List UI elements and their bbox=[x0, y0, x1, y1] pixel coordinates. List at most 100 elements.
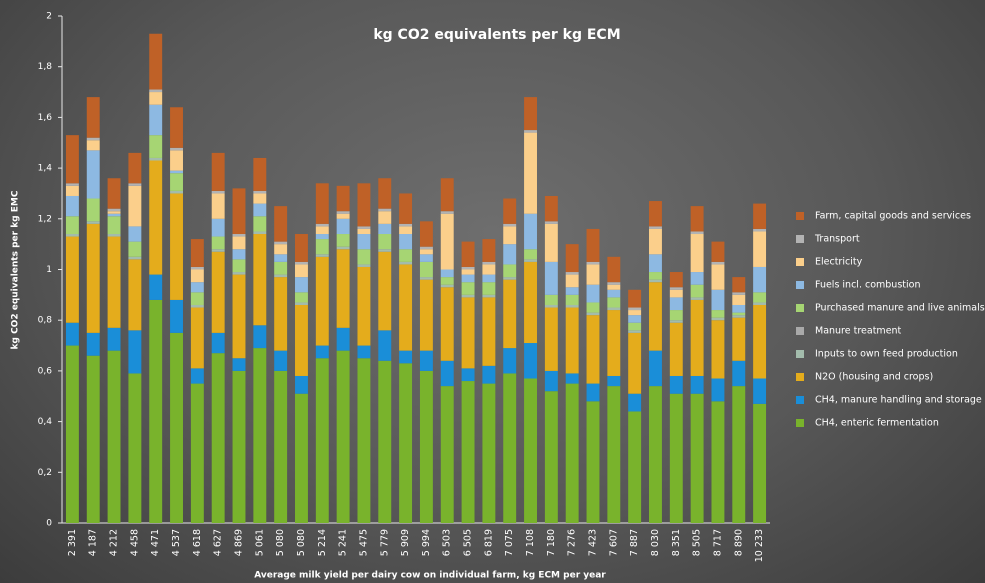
bar-segment bbox=[170, 173, 183, 191]
bar-segment bbox=[190, 368, 204, 384]
bar-segment bbox=[503, 279, 517, 349]
bar-segment bbox=[357, 249, 371, 265]
bar-segment bbox=[649, 254, 662, 273]
bar-segment bbox=[607, 284, 621, 290]
bar-segment bbox=[419, 221, 433, 247]
bar-segment bbox=[711, 401, 725, 523]
bar-segment bbox=[149, 274, 163, 300]
bar-segment bbox=[295, 375, 308, 394]
bar-segment bbox=[253, 193, 267, 204]
x-tick-label: 5 214 bbox=[317, 529, 328, 556]
x-tick-label: 4 471 bbox=[150, 529, 161, 556]
bar-segment bbox=[690, 206, 704, 232]
y-tick-label: 1,4 bbox=[38, 164, 53, 174]
bar-segment bbox=[753, 203, 767, 229]
bar-segment bbox=[232, 274, 246, 359]
bar-segment bbox=[586, 302, 600, 313]
legend-swatch bbox=[796, 327, 804, 335]
bar-segment bbox=[274, 206, 288, 242]
bar-segment bbox=[65, 183, 79, 186]
bar-segment bbox=[107, 350, 121, 523]
bar-segment bbox=[461, 381, 475, 523]
legend-label: CH4, manure handling and storage bbox=[815, 395, 982, 406]
bar-segment bbox=[649, 350, 662, 387]
bar-segment bbox=[357, 234, 371, 250]
bar-segment bbox=[86, 332, 100, 356]
legend-label: Purchased manure and live animals bbox=[815, 303, 985, 314]
bar-segment bbox=[440, 178, 454, 212]
bar-segment bbox=[524, 343, 537, 379]
bar-segment bbox=[524, 213, 537, 250]
x-tick-label: 5 061 bbox=[254, 529, 265, 556]
bar-segment bbox=[315, 226, 329, 235]
bar-segment bbox=[357, 226, 371, 229]
bar-segment bbox=[461, 297, 475, 369]
bar-segment bbox=[732, 386, 746, 523]
bar-segment bbox=[461, 294, 475, 298]
bar-segment bbox=[440, 213, 454, 270]
bar-segment bbox=[86, 198, 100, 222]
bar-segment bbox=[482, 239, 496, 262]
y-tick-label: 0,4 bbox=[38, 417, 53, 427]
chart-title: kg CO2 equivalents per kg ECM bbox=[373, 27, 620, 43]
bar-segment bbox=[170, 332, 183, 523]
bar-segment bbox=[586, 284, 600, 303]
bar-segment bbox=[128, 226, 142, 242]
bar-segment bbox=[274, 254, 288, 262]
bar-segment bbox=[669, 320, 683, 323]
bar-segment bbox=[586, 315, 600, 384]
bar-segment bbox=[753, 228, 767, 232]
bar-segment bbox=[357, 266, 371, 346]
bar-segment bbox=[211, 236, 225, 250]
bar-segment bbox=[86, 97, 100, 138]
y-axis-label: kg CO2 equivalents per kg EMC bbox=[11, 190, 21, 349]
bar-segment bbox=[190, 269, 204, 283]
bar-segment bbox=[149, 104, 163, 136]
bar-segment bbox=[128, 185, 142, 227]
x-tick-label: 8 890 bbox=[733, 529, 744, 556]
x-tick-label: 7 108 bbox=[525, 529, 536, 556]
bar-segment bbox=[440, 360, 454, 387]
y-tick-label: 1 bbox=[46, 265, 52, 275]
bar-segment bbox=[753, 403, 767, 523]
x-tick-label: 8 505 bbox=[692, 529, 703, 556]
bar-segment bbox=[149, 89, 163, 93]
bar-segment bbox=[399, 249, 413, 262]
bar-segment bbox=[357, 358, 371, 523]
bar-segment bbox=[565, 272, 579, 275]
bar-segment bbox=[211, 332, 225, 354]
bar-segment bbox=[253, 325, 267, 349]
y-tick-label: 1,2 bbox=[38, 214, 52, 224]
legend-label: Farm, capital goods and services bbox=[815, 211, 971, 222]
bar-segment bbox=[128, 256, 142, 260]
bar-segment bbox=[544, 261, 558, 295]
bar-segment bbox=[524, 130, 537, 133]
bar-segment bbox=[753, 302, 767, 305]
bar-segment bbox=[253, 231, 267, 235]
bar-segment bbox=[65, 216, 79, 235]
bar-segment bbox=[315, 234, 329, 240]
x-tick-label: 2 391 bbox=[67, 529, 78, 556]
bar-segment bbox=[274, 274, 288, 278]
legend-swatch bbox=[796, 419, 804, 427]
x-tick-label: 4 869 bbox=[234, 529, 245, 556]
bar-segment bbox=[65, 185, 79, 196]
bar-segment bbox=[107, 211, 121, 214]
bar-segment bbox=[732, 315, 746, 318]
bar-segment bbox=[544, 195, 558, 222]
bar-segment bbox=[107, 234, 121, 237]
bar-segment bbox=[419, 370, 433, 523]
bar-segment bbox=[565, 244, 579, 273]
bar-segment bbox=[753, 266, 767, 293]
bar-segment bbox=[586, 312, 600, 316]
bar-segment bbox=[419, 350, 433, 371]
bar-segment bbox=[86, 140, 100, 151]
bar-segment bbox=[170, 190, 183, 194]
bar-segment bbox=[669, 393, 683, 523]
bar-segment bbox=[399, 223, 413, 227]
bar-segment bbox=[482, 264, 496, 275]
bar-segment bbox=[399, 264, 413, 351]
bar-segment bbox=[440, 277, 454, 285]
x-tick-label: 7 423 bbox=[588, 529, 599, 556]
